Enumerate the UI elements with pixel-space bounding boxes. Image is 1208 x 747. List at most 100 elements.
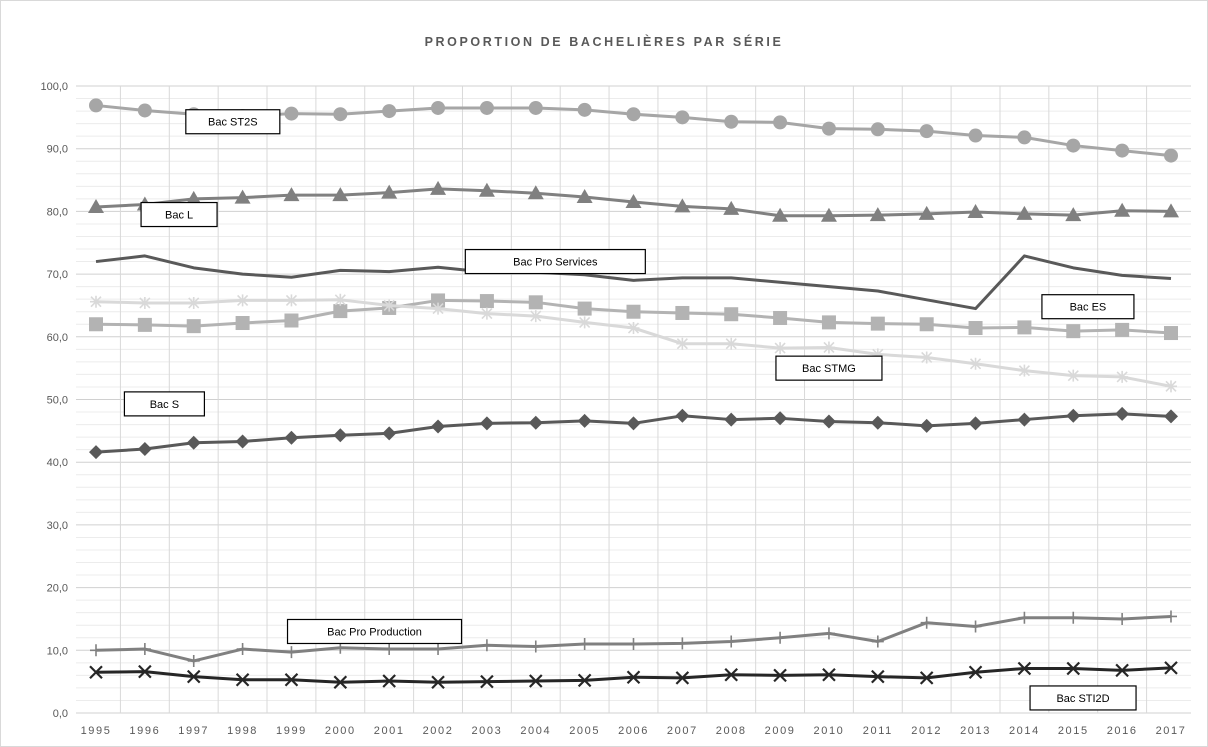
data-point [235,316,250,331]
y-tick-label: 40,0 [47,457,68,469]
data-point [1065,207,1082,222]
data-point [478,182,495,197]
series-label-text: Bac STMG [802,363,856,375]
y-tick-label: 10,0 [47,645,68,657]
data-point [432,302,445,315]
data-point [1017,130,1032,145]
data-point [919,124,934,139]
series-label-bac-stmg: Bac STMG [775,355,883,381]
data-point [381,184,398,199]
data-point [967,204,984,219]
data-point [1017,412,1032,427]
x-tick-label: 2012 [911,725,942,737]
data-point [90,644,102,657]
x-tick-label: 1996 [129,725,160,737]
data-point [186,435,201,450]
data-point [774,342,787,355]
data-point [675,305,690,320]
data-point [969,357,982,370]
x-tick-label: 2001 [374,725,405,737]
x-tick-label: 2008 [716,725,747,737]
data-point [676,337,689,350]
data-point [968,128,983,143]
data-point [1114,202,1131,217]
data-point [89,665,103,680]
series-bac-pro-services [95,254,1172,311]
data-point [870,415,885,430]
data-point [1066,138,1081,153]
data-point [332,187,349,202]
data-point [89,98,103,113]
data-point [773,668,787,683]
data-point [284,430,299,445]
data-point [1115,663,1129,678]
data-point [1016,205,1033,220]
series-label-bac-s: Bac S [123,391,206,417]
data-point [626,416,641,431]
series-bac-es [89,293,1178,341]
data-point [528,295,543,310]
data-point [480,307,493,320]
y-tick-label: 90,0 [47,144,68,156]
data-point [285,294,298,307]
data-point [138,664,152,679]
series-label-bac-es: Bac ES [1041,294,1135,320]
data-point [1018,611,1031,624]
data-point [871,669,885,684]
data-point [1115,406,1130,421]
data-point [627,322,640,335]
data-point [528,674,543,688]
data-point [968,416,983,431]
data-point [1067,369,1080,382]
data-point [431,100,446,115]
data-point [528,100,543,115]
y-tick-label: 50,0 [47,395,68,407]
data-point [527,185,544,200]
data-point [137,442,152,457]
data-point [577,102,592,117]
x-tick-label: 2009 [765,725,796,737]
series-label-box [185,109,281,135]
data-point [284,313,299,328]
data-point [822,627,835,640]
y-tick-label: 0,0 [53,708,68,720]
data-point [821,121,836,136]
axes: 0,0 10,0 20,0 30,0 40,0 50,0 60,0 70,0 80,0 90,0 1… [40,81,1184,737]
data-point [1163,203,1179,218]
data-point [627,638,640,651]
data-point [626,304,641,319]
data-point [236,294,249,307]
y-tick-label: 100,0 [40,81,68,93]
series-label-text: Bac ES [1070,302,1107,314]
data-point [773,411,788,426]
series-bac-l [88,180,1179,222]
y-tick-label: 30,0 [47,520,68,532]
series-label-bac-pro-services: Bac Pro Services [464,248,646,275]
data-point [626,670,641,685]
data-point [529,640,542,653]
data-point [383,643,396,656]
data-point [1017,661,1032,676]
data-point [675,671,690,685]
data-point [431,675,445,690]
data-point [528,415,543,430]
data-point [578,316,591,329]
x-tick-label: 2005 [569,725,600,737]
data-point [138,296,151,309]
x-tick-label: 2003 [471,725,502,737]
data-point [480,674,494,689]
x-tick-label: 2013 [960,725,991,737]
data-point [1018,364,1031,377]
data-point [676,637,689,650]
y-tick-label: 60,0 [47,332,68,344]
series-bac-sti2d [89,661,1178,690]
series-label-bac-sti2d: Bac STI2D [1029,685,1137,711]
series-label-box [123,391,206,417]
data-point [774,631,787,644]
series-label-text: Bac Pro Production [327,626,422,638]
series-bac-pro-production [90,610,1177,667]
data-point [724,114,739,129]
data-point [918,205,935,220]
series-label-bac-st2s: Bac ST2S [185,109,281,135]
x-tick-label: 2000 [325,725,356,737]
